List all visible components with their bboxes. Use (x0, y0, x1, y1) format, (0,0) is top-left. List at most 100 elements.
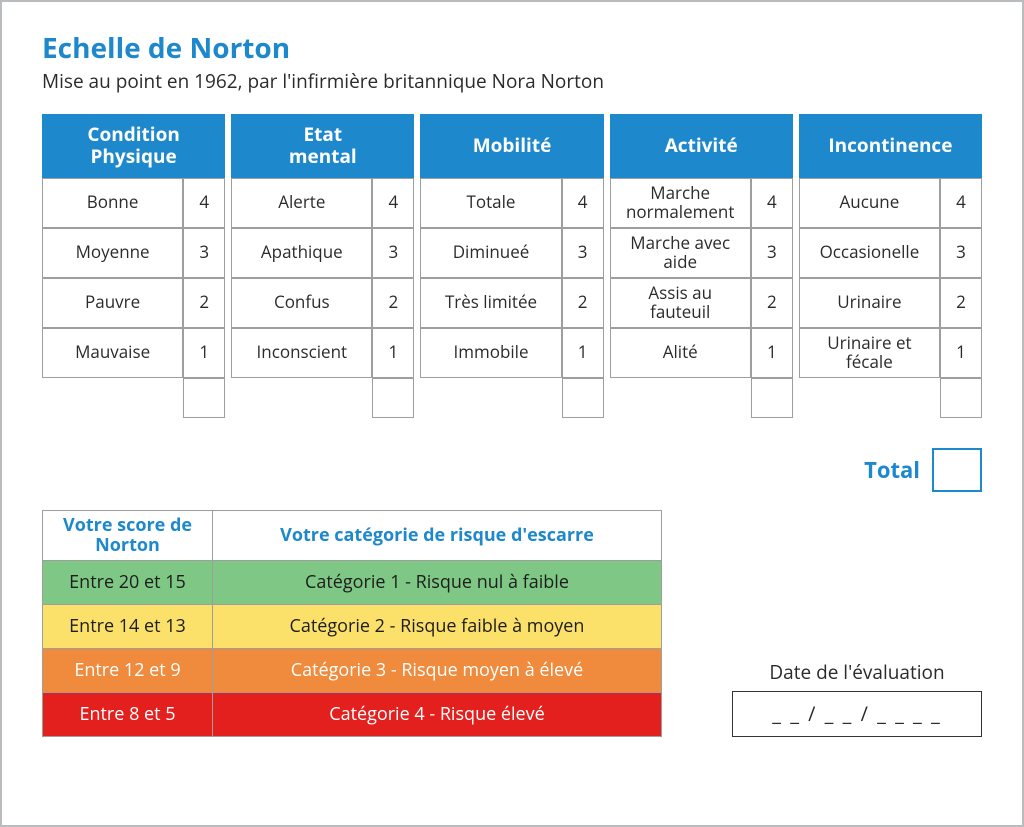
scale-cell-score: 2 (751, 278, 793, 328)
scale-cell-score: 4 (372, 178, 414, 228)
scale-column: MobilitéTotale4Diminueé3Très limitée2Imm… (420, 114, 603, 418)
column-subtotal-input[interactable] (940, 378, 982, 418)
scale-cell-score: 1 (372, 328, 414, 378)
scale-row: Apathique3 (231, 228, 414, 278)
risk-score-header: Votre score de Norton (43, 510, 213, 560)
scale-table: ConditionPhysiqueBonne4Moyenne3Pauvre2Ma… (42, 114, 982, 418)
column-subtotal-input[interactable] (751, 378, 793, 418)
column-header: ConditionPhysique (42, 114, 225, 178)
scale-cell-score: 2 (183, 278, 225, 328)
norton-scale-page: Echelle de Norton Mise au point en 1962,… (0, 0, 1024, 827)
risk-category-header: Votre catégorie de risque d'escarre (213, 510, 662, 560)
date-block: Date de l'évaluation _ _ / _ _ / _ _ _ _ (732, 659, 982, 737)
scale-row: Alité1 (610, 328, 793, 378)
column-body: Marchenormalement4Marche avecaide3Assis … (610, 178, 793, 378)
risk-range: Entre 8 et 5 (43, 692, 213, 736)
scale-cell-label[interactable]: Totale (420, 178, 561, 228)
column-header: Activité (610, 114, 793, 178)
scale-cell-label[interactable]: Alité (610, 328, 751, 378)
scale-row: Inconscient1 (231, 328, 414, 378)
scale-cell-score: 4 (751, 178, 793, 228)
column-subtotal-input[interactable] (562, 378, 604, 418)
scale-cell-label[interactable]: Bonne (42, 178, 183, 228)
scale-column: EtatmentalAlerte4Apathique3Confus2Incons… (231, 114, 414, 418)
scale-column: ConditionPhysiqueBonne4Moyenne3Pauvre2Ma… (42, 114, 225, 418)
scale-cell-label[interactable]: Apathique (231, 228, 372, 278)
risk-row: Entre 12 et 9Catégorie 3 - Risque moyen … (43, 648, 662, 692)
scale-cell-label[interactable]: Confus (231, 278, 372, 328)
scale-cell-label[interactable]: Occasionelle (799, 228, 940, 278)
column-header: Incontinence (799, 114, 982, 178)
risk-category: Catégorie 3 - Risque moyen à élevé (213, 648, 662, 692)
column-body: Aucune4Occasionelle3Urinaire2Urinaire et… (799, 178, 982, 378)
scale-row: Bonne4 (42, 178, 225, 228)
scale-row: Aucune4 (799, 178, 982, 228)
scale-cell-label[interactable]: Urinaire (799, 278, 940, 328)
risk-category: Catégorie 2 - Risque faible à moyen (213, 604, 662, 648)
column-body: Bonne4Moyenne3Pauvre2Mauvaise1 (42, 178, 225, 378)
scale-row: Urinaire etfécale1 (799, 328, 982, 378)
total-input[interactable] (932, 448, 982, 492)
risk-range: Entre 12 et 9 (43, 648, 213, 692)
scale-cell-label[interactable]: Assis aufauteuil (610, 278, 751, 328)
total-row: Total (42, 448, 982, 492)
scale-cell-score: 4 (183, 178, 225, 228)
column-header: Etatmental (231, 114, 414, 178)
scale-cell-score: 3 (940, 228, 982, 278)
scale-cell-score: 3 (562, 228, 604, 278)
scale-row: Pauvre2 (42, 278, 225, 328)
column-body: Alerte4Apathique3Confus2Inconscient1 (231, 178, 414, 378)
risk-range: Entre 20 et 15 (43, 560, 213, 604)
total-label: Total (864, 455, 920, 485)
date-label: Date de l'évaluation (732, 659, 982, 685)
date-input[interactable]: _ _ / _ _ / _ _ _ _ (732, 691, 982, 737)
scale-cell-score: 4 (940, 178, 982, 228)
scale-cell-label[interactable]: Urinaire etfécale (799, 328, 940, 378)
column-subtotal-input[interactable] (183, 378, 225, 418)
risk-range: Entre 14 et 13 (43, 604, 213, 648)
scale-cell-label[interactable]: Moyenne (42, 228, 183, 278)
column-body: Totale4Diminueé3Très limitée2Immobile1 (420, 178, 603, 378)
scale-row: Mauvaise1 (42, 328, 225, 378)
risk-row: Entre 8 et 5Catégorie 4 - Risque élevé (43, 692, 662, 736)
scale-row: Confus2 (231, 278, 414, 328)
page-title: Echelle de Norton (42, 32, 982, 66)
scale-column: IncontinenceAucune4Occasionelle3Urinaire… (799, 114, 982, 418)
scale-cell-score: 3 (372, 228, 414, 278)
scale-column: ActivitéMarchenormalement4Marche avecaid… (610, 114, 793, 418)
scale-row: Moyenne3 (42, 228, 225, 278)
bottom-section: Votre score de Norton Votre catégorie de… (42, 510, 982, 737)
scale-cell-label[interactable]: Marche avecaide (610, 228, 751, 278)
scale-cell-score: 3 (183, 228, 225, 278)
scale-cell-score: 1 (940, 328, 982, 378)
scale-cell-label[interactable]: Aucune (799, 178, 940, 228)
scale-row: Marchenormalement4 (610, 178, 793, 228)
risk-category: Catégorie 1 - Risque nul à faible (213, 560, 662, 604)
scale-cell-score: 3 (751, 228, 793, 278)
risk-table-body: Entre 20 et 15Catégorie 1 - Risque nul à… (43, 560, 662, 736)
scale-cell-score: 1 (751, 328, 793, 378)
scale-row: Immobile1 (420, 328, 603, 378)
scale-row: Diminueé3 (420, 228, 603, 278)
page-subtitle: Mise au point en 1962, par l'infirmière … (42, 68, 982, 94)
scale-row: Très limitée2 (420, 278, 603, 328)
scale-row: Occasionelle3 (799, 228, 982, 278)
risk-row: Entre 20 et 15Catégorie 1 - Risque nul à… (43, 560, 662, 604)
scale-row: Assis aufauteuil2 (610, 278, 793, 328)
risk-table: Votre score de Norton Votre catégorie de… (42, 510, 662, 737)
scale-cell-label[interactable]: Immobile (420, 328, 561, 378)
scale-cell-label[interactable]: Pauvre (42, 278, 183, 328)
column-subtotal-input[interactable] (372, 378, 414, 418)
scale-cell-label[interactable]: Très limitée (420, 278, 561, 328)
scale-cell-score: 2 (562, 278, 604, 328)
scale-cell-label[interactable]: Inconscient (231, 328, 372, 378)
column-header: Mobilité (420, 114, 603, 178)
scale-cell-score: 1 (562, 328, 604, 378)
scale-cell-label[interactable]: Mauvaise (42, 328, 183, 378)
scale-row: Totale4 (420, 178, 603, 228)
scale-cell-label[interactable]: Marchenormalement (610, 178, 751, 228)
scale-cell-score: 2 (940, 278, 982, 328)
scale-cell-label[interactable]: Diminueé (420, 228, 561, 278)
scale-cell-label[interactable]: Alerte (231, 178, 372, 228)
scale-row: Marche avecaide3 (610, 228, 793, 278)
